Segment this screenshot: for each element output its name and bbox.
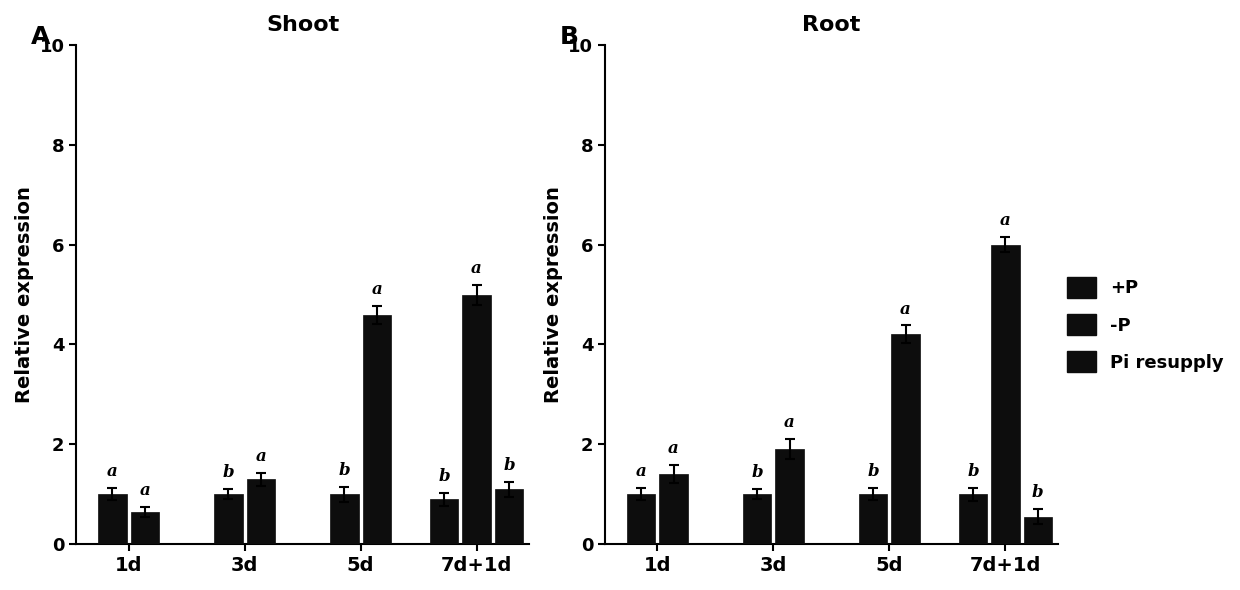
Bar bbox=[892, 335, 920, 544]
Title: Shoot: Shoot bbox=[265, 15, 340, 35]
Bar bbox=[775, 450, 804, 544]
Bar bbox=[247, 479, 275, 544]
Bar bbox=[362, 314, 391, 544]
Text: a: a bbox=[471, 260, 482, 277]
Text: B: B bbox=[560, 25, 579, 49]
Y-axis label: Relative expression: Relative expression bbox=[15, 186, 33, 403]
Text: a: a bbox=[372, 280, 382, 297]
Title: Root: Root bbox=[802, 15, 861, 35]
Bar bbox=[130, 512, 159, 544]
Bar bbox=[660, 474, 688, 544]
Bar bbox=[991, 245, 1019, 544]
Text: b: b bbox=[967, 463, 978, 480]
Text: b: b bbox=[503, 457, 515, 474]
Text: a: a bbox=[636, 463, 646, 480]
Bar bbox=[959, 494, 987, 544]
Text: b: b bbox=[222, 464, 234, 481]
Bar bbox=[215, 494, 243, 544]
Text: A: A bbox=[31, 25, 51, 49]
Text: b: b bbox=[1032, 484, 1044, 502]
Text: a: a bbox=[255, 448, 267, 465]
Text: a: a bbox=[784, 414, 795, 431]
Bar bbox=[430, 499, 459, 544]
Bar bbox=[1023, 517, 1053, 544]
Text: b: b bbox=[867, 463, 879, 480]
Bar bbox=[627, 494, 656, 544]
Text: a: a bbox=[139, 482, 150, 499]
Bar bbox=[330, 494, 358, 544]
Text: b: b bbox=[339, 462, 350, 479]
Bar bbox=[463, 294, 491, 544]
Bar bbox=[98, 494, 126, 544]
Text: a: a bbox=[900, 300, 911, 317]
Text: b: b bbox=[751, 464, 763, 481]
Text: a: a bbox=[107, 463, 118, 480]
Bar bbox=[495, 489, 523, 544]
Text: a: a bbox=[668, 440, 680, 457]
Text: a: a bbox=[999, 212, 1011, 229]
Y-axis label: Relative expression: Relative expression bbox=[544, 186, 563, 403]
Bar bbox=[859, 494, 888, 544]
Legend: +P, -P, Pi resupply: +P, -P, Pi resupply bbox=[1059, 270, 1231, 379]
Bar bbox=[743, 494, 771, 544]
Text: b: b bbox=[438, 468, 450, 485]
